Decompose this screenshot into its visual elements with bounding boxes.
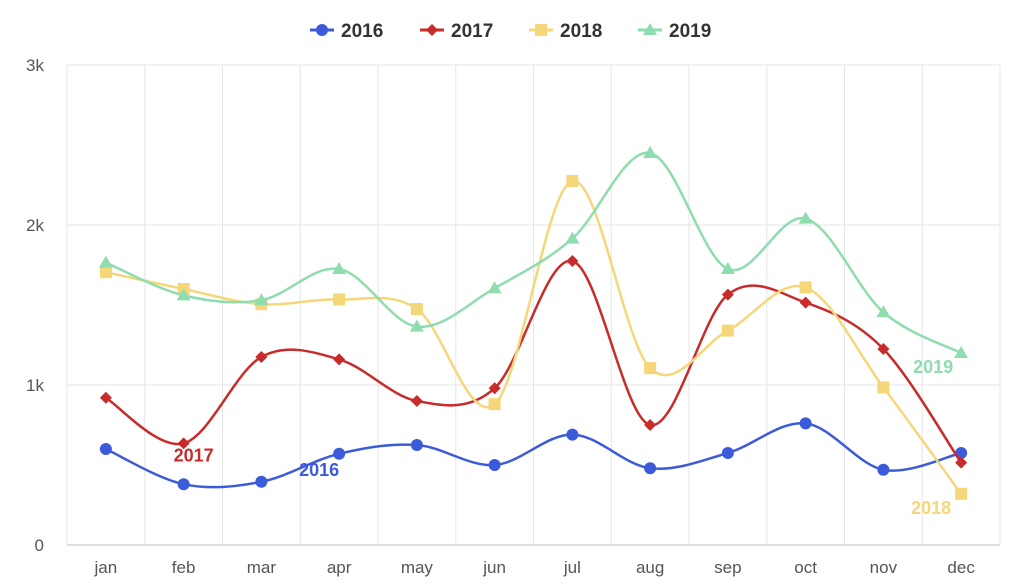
data-point-2016[interactable] <box>566 428 579 441</box>
data-point-2016[interactable] <box>333 447 346 460</box>
data-point-2019[interactable] <box>176 288 191 301</box>
data-point-2018[interactable] <box>955 487 968 500</box>
data-point-2017[interactable] <box>721 288 734 301</box>
data-point-2019[interactable] <box>643 146 658 158</box>
data-point-2018[interactable] <box>721 324 734 337</box>
data-point-2016[interactable] <box>644 462 657 475</box>
data-point-2019[interactable] <box>332 262 347 274</box>
data-point-2019[interactable] <box>565 231 580 244</box>
data-point-2018[interactable] <box>99 266 112 279</box>
data-point-2019[interactable] <box>409 319 424 332</box>
data-point-2016[interactable] <box>255 475 268 488</box>
data-point-2018[interactable] <box>333 293 346 306</box>
x-tick-label: jun <box>482 558 506 577</box>
data-point-2017[interactable] <box>566 255 579 267</box>
series-group: 2016 2017 2018 2019 <box>98 146 969 518</box>
data-point-2019[interactable] <box>98 255 113 268</box>
data-point-2016[interactable] <box>799 417 812 430</box>
series-label-2016: 2016 <box>299 460 339 480</box>
data-point-2017[interactable] <box>644 419 657 431</box>
data-point-2017[interactable] <box>255 351 268 363</box>
series-2016: 2016 <box>99 417 968 491</box>
data-point-2019[interactable] <box>954 346 969 358</box>
series-label-2017: 2017 <box>174 445 214 465</box>
series-label-2019: 2019 <box>913 357 953 377</box>
data-point-2017[interactable] <box>799 296 812 309</box>
legend-item-2018[interactable]: 2018 <box>529 21 602 42</box>
legend-item-2019[interactable]: 2019 <box>638 21 711 42</box>
y-tick-label: 2k <box>26 216 44 235</box>
data-point-2018[interactable] <box>410 303 423 315</box>
x-tick-label: apr <box>327 558 352 577</box>
y-tick-label: 3k <box>26 56 44 75</box>
data-point-2016[interactable] <box>177 478 190 491</box>
data-point-2017[interactable] <box>877 343 890 355</box>
data-point-2018[interactable] <box>644 362 657 375</box>
x-tick-label: feb <box>172 558 196 577</box>
data-point-2019[interactable] <box>487 281 502 294</box>
legend-marker-2017[interactable] <box>426 24 438 36</box>
data-point-2016[interactable] <box>410 439 423 451</box>
legend-label-2018: 2018 <box>560 21 602 42</box>
data-point-2018[interactable] <box>566 175 579 187</box>
x-tick-label: jan <box>94 558 118 577</box>
data-point-2017[interactable] <box>410 395 423 407</box>
legend[interactable]: 2016 2017 2018 2019 <box>310 21 711 42</box>
x-tick-label: oct <box>794 558 817 577</box>
series-line-2018 <box>105 179 963 495</box>
y-tick-label: 0 <box>35 536 44 555</box>
data-point-2017[interactable] <box>177 437 190 450</box>
x-tick-label: nov <box>870 558 898 577</box>
y-tick-label: 1k <box>26 376 44 395</box>
data-point-2016[interactable] <box>721 447 734 459</box>
series-2019: 2019 <box>98 146 969 377</box>
data-point-2018[interactable] <box>877 381 890 394</box>
data-point-2017[interactable] <box>99 391 112 404</box>
data-point-2018[interactable] <box>488 398 501 411</box>
legend-marker-2016[interactable] <box>316 24 328 36</box>
grid <box>66 64 1001 546</box>
data-point-2017[interactable] <box>488 382 501 395</box>
data-point-2019[interactable] <box>798 211 813 224</box>
x-tick-label: may <box>401 558 434 577</box>
legend-marker-2018[interactable] <box>535 24 547 36</box>
x-tick-label: mar <box>247 558 277 577</box>
legend-item-2016[interactable]: 2016 <box>310 21 383 42</box>
data-point-2019[interactable] <box>876 305 891 318</box>
series-label-2018: 2018 <box>911 498 951 518</box>
data-point-2019[interactable] <box>720 262 735 274</box>
data-point-2017[interactable] <box>955 456 968 469</box>
axes: 0 1k 2k 3k jan feb mar apr may jun jul aug sep oct nov… <box>26 56 1000 577</box>
x-tick-label: jul <box>563 558 581 577</box>
data-point-2016[interactable] <box>488 459 501 471</box>
x-tick-label: sep <box>714 558 741 577</box>
data-point-2016[interactable] <box>877 463 890 476</box>
legend-marker-2019[interactable] <box>643 23 657 35</box>
data-point-2017[interactable] <box>333 353 346 366</box>
legend-label-2016: 2016 <box>341 21 383 42</box>
data-point-2018[interactable] <box>799 281 812 294</box>
data-point-2019[interactable] <box>254 293 269 306</box>
data-point-2016[interactable] <box>99 443 112 455</box>
x-tick-label: aug <box>636 558 664 577</box>
series-2017: 2017 <box>99 255 968 469</box>
x-tick-label: dec <box>947 558 975 577</box>
legend-item-2017[interactable]: 2017 <box>420 21 493 42</box>
legend-label-2017: 2017 <box>451 21 493 42</box>
legend-label-2019: 2019 <box>669 21 711 42</box>
